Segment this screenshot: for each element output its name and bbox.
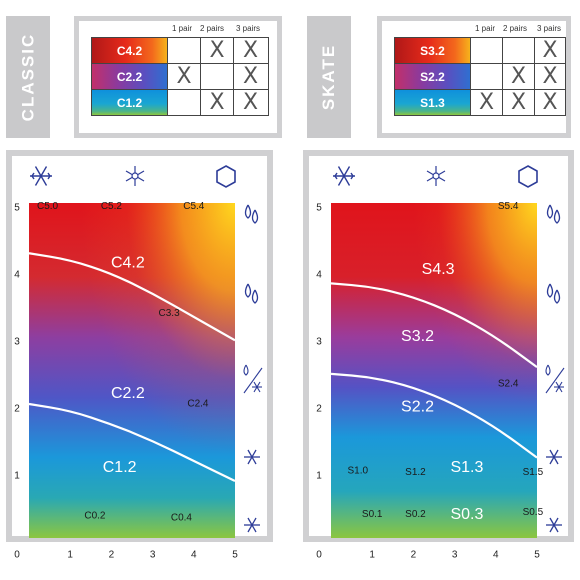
mark-cell [168,38,201,63]
column-header-3-pairs: 3 pairs [236,24,261,33]
x-tick-label: 3 [452,550,458,561]
column-header-1-pair: 1 pair [172,24,193,33]
y-tick-label: 5 [14,203,20,214]
classic-chart: C4.2 C2.2 C1.2 C5.0 C5.2 C5.4 C3.3 C2.4 C0.2 C0.4… [14,165,263,561]
wax-name-blue: C1.2 [92,90,168,115]
classic-chart-plot: C4.2 C2.2 C1.2 C5.0 C5.2 C5.4 C3.3 C2.4 C0.2 C0.4… [14,201,238,561]
mark-cell: X [201,90,234,115]
x-tick-label: 2 [109,550,115,561]
y-tick-label: 1 [14,471,20,482]
zone-boundary-line [28,252,236,342]
mark-cell: X [201,38,234,63]
product-label: C5.4 [183,201,205,212]
mark-cell: X [503,90,535,115]
mark-cell: X [542,38,558,63]
table-row: C1.2 X X [91,89,269,116]
wax-name-blue: S1.3 [395,90,471,115]
product-label: C0.4 [171,513,193,524]
x-tick-label: 1 [369,550,375,561]
x-tick-label: 4 [191,550,197,561]
mark-cell: X [503,64,535,89]
wax-name-purple: S2.2 [395,64,471,89]
zone-label: C4.2 [111,255,145,272]
column-header-1-pair: 1 pair [475,24,496,33]
zone-label: C1.2 [103,459,137,476]
side-icons [243,204,263,533]
product-label: C0.2 [84,511,106,522]
table-row: C4.2 X X [91,37,269,64]
mark-cell: X [168,64,201,89]
mark-cell: X [471,90,503,115]
product-label: C2.4 [187,399,209,410]
mark-cell [471,64,503,89]
x-tick-label: 5 [232,550,238,561]
wax-name-purple: C2.2 [92,64,168,89]
table-row: S1.3 X X X [394,89,566,116]
product-label: C3.3 [159,308,181,319]
x-tick-label: 0 [14,550,20,561]
mark-cell [201,64,234,89]
plot-highlight [29,203,235,538]
snowflake-outline-icon [125,166,145,186]
column-header-2-pairs: 2 pairs [200,24,225,33]
zone-boundary-line [28,402,236,483]
mark-cell: X [542,90,558,115]
hexagon-icon [216,165,236,188]
y-tick-label: 3 [14,337,20,348]
table-row: C2.2 X X [91,63,269,90]
product-label: C5.0 [37,201,59,212]
classic-side-label: CLASSIC [6,16,50,138]
column-header-2-pairs: 2 pairs [503,24,528,33]
mark-cell: X [542,64,558,89]
y-tick-label: 4 [14,270,20,281]
skate-chart-panel [303,150,574,542]
double-drop-outline-icon [244,283,259,304]
x-tick-label: 3 [150,550,156,561]
wax-name-red: C4.2 [92,38,168,63]
mark-cell: X [242,38,259,63]
top-icons [30,165,236,188]
snowflake-icon [30,166,52,186]
mark-cell [168,90,201,115]
column-header-3-pairs: 3 pairs [537,24,562,33]
snowflake-icon [244,517,260,533]
x-tick-label: 4 [493,550,499,561]
drop-over-snowflake-icon [243,364,263,394]
mark-cell: X [242,64,259,89]
double-drop-icon [244,204,259,224]
wax-name-red: S3.2 [395,38,471,63]
skate-title: SKATE [319,43,339,111]
y-tick-label: 2 [14,404,20,415]
x-tick-label: 1 [67,550,73,561]
mark-cell [503,38,535,63]
skate-wax-table: 1 pair 2 pairs 3 pairs S3.2 X S2.2 X X S… [377,16,571,138]
classic-wax-table: 1 pair 2 pairs 3 pairs C4.2 X X C2.2 X X… [74,16,282,138]
x-tick-label: 5 [534,550,540,561]
product-label: C5.2 [101,201,123,212]
sparkle-snowflake-icon [244,449,260,465]
x-tick-label: 2 [411,550,417,561]
table-row: S3.2 X [394,37,566,64]
x-tick-label: 0 [316,550,322,561]
mark-cell [471,38,503,63]
skate-side-label: SKATE [307,16,351,138]
table-row: S2.2 X X [394,63,566,90]
mark-cell: X [242,90,259,115]
zone-label: C2.2 [111,385,145,402]
